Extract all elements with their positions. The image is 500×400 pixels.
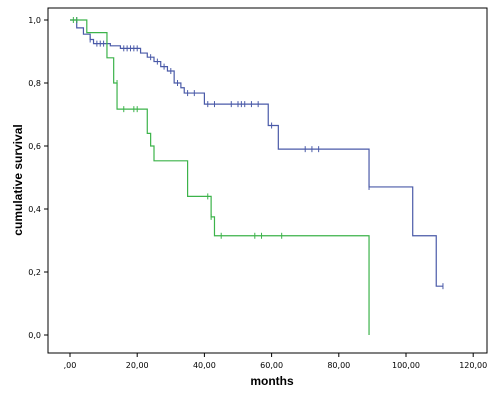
survival-series-2 xyxy=(70,17,370,335)
y-tick-label: 1,0 xyxy=(28,16,41,25)
x-tick-label: 120,00 xyxy=(459,361,487,370)
survival-series-1 xyxy=(70,17,444,290)
survival-curve-line xyxy=(70,19,370,335)
x-tick-label: 40,00 xyxy=(193,361,216,370)
x-tick-label: ,00 xyxy=(64,361,77,370)
x-axis-title: months xyxy=(250,374,294,388)
plot-frame xyxy=(47,7,488,354)
y-tick-label: 0,4 xyxy=(28,205,41,214)
x-tick-label: 100,00 xyxy=(392,361,420,370)
axes: ,00 20,00 40,00 60,00 80,00 100,00 120,00 0,0 0,… xyxy=(28,7,488,370)
y-tick-label: 0,6 xyxy=(28,142,41,151)
x-tick-label: 60,00 xyxy=(260,361,283,370)
x-tick-label: 20,00 xyxy=(126,361,149,370)
y-tick-label: 0,8 xyxy=(28,79,41,88)
y-tick-label: 0,2 xyxy=(28,268,41,277)
y-tick-label: 0,0 xyxy=(28,331,41,340)
series-layer xyxy=(70,17,444,335)
y-axis-title: cumulative survival xyxy=(11,124,25,235)
x-tick-label: 80,00 xyxy=(327,361,350,370)
